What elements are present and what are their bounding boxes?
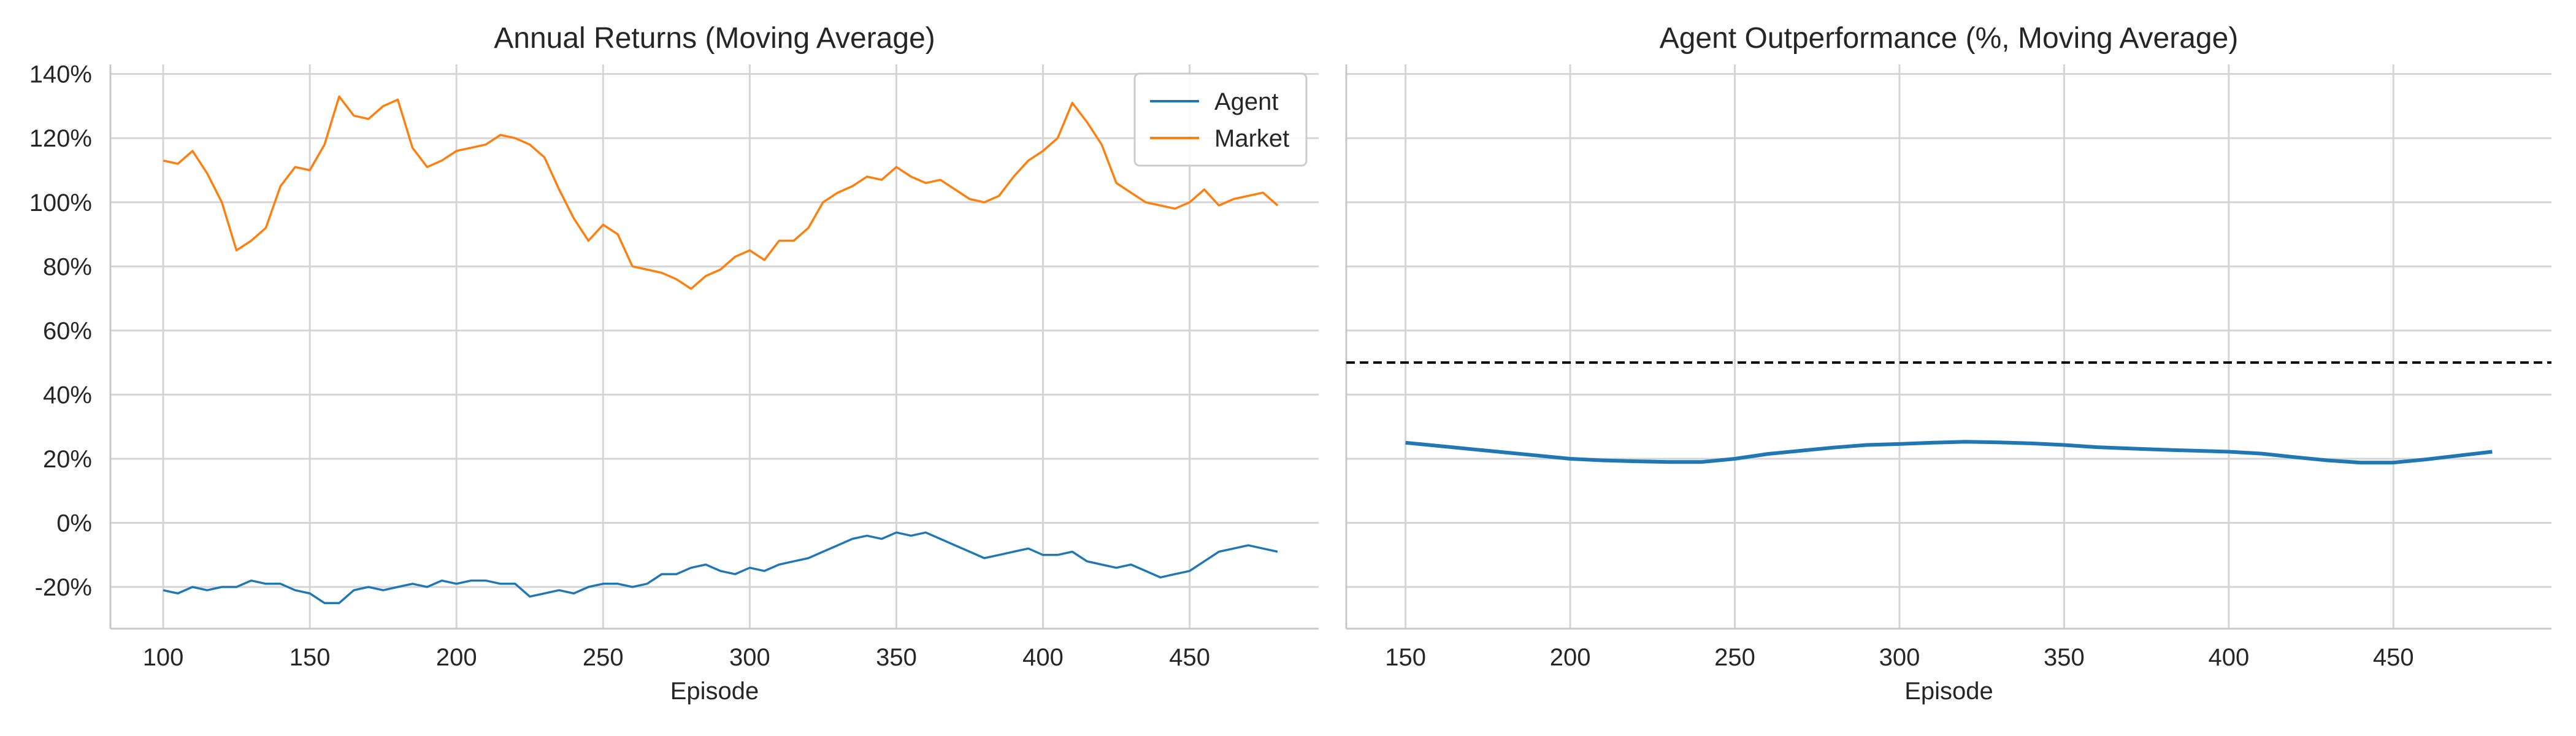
left-xtick-label: 350 bbox=[876, 644, 917, 671]
returns-chart-yticks: -20% 0% 20% 40% 60% 80% 100% 120% 140% bbox=[29, 61, 92, 601]
left-ytick-label: 140% bbox=[29, 61, 92, 88]
left-ytick-label: 100% bbox=[29, 190, 92, 217]
returns-chart-panel: -20% 0% 20% 40% 60% 80% 100% 120% 140% 100 150 200… bbox=[29, 22, 1319, 705]
left-xtick-label: 100 bbox=[143, 644, 184, 671]
returns-chart-xticks: 100 150 200 250 300 350 400 450 bbox=[143, 644, 1210, 671]
returns-chart-legend: Agent Market bbox=[1133, 72, 1308, 167]
outperformance-chart-panel: 150 200 250 300 350 400 450 Agent Outperforman… bbox=[1345, 22, 2551, 705]
left-ytick-label: 120% bbox=[29, 125, 92, 152]
right-xtick-label: 350 bbox=[2044, 644, 2085, 671]
right-xtick-label: 250 bbox=[1714, 644, 1755, 671]
left-series-line-market bbox=[163, 95, 1279, 290]
outperformance-chart-grid bbox=[1346, 64, 2551, 629]
left-xtick-label: 200 bbox=[436, 644, 477, 671]
outperformance-chart-xticks: 150 200 250 300 350 400 450 bbox=[1385, 644, 2413, 671]
right-xtick-label: 300 bbox=[1879, 644, 1920, 671]
left-ytick-label: 0% bbox=[56, 510, 92, 537]
left-xtick-label: 250 bbox=[583, 644, 624, 671]
left-xtick-label: 450 bbox=[1169, 644, 1210, 671]
returns-chart-title: Annual Returns (Moving Average) bbox=[494, 22, 935, 55]
legend-label-market: Market bbox=[1214, 125, 1289, 152]
left-ytick-label: 80% bbox=[43, 253, 92, 280]
returns-chart-series bbox=[163, 95, 1279, 604]
right-series-line-0 bbox=[1405, 440, 2493, 465]
legend-label-agent: Agent bbox=[1214, 88, 1279, 115]
returns-chart-xlabel: Episode bbox=[670, 678, 759, 705]
outperformance-chart-series bbox=[1405, 440, 2493, 465]
outperformance-chart-xlabel: Episode bbox=[1904, 678, 1993, 705]
left-ytick-label: 60% bbox=[43, 318, 92, 345]
left-xtick-label: 150 bbox=[289, 644, 331, 671]
right-xtick-label: 400 bbox=[2208, 644, 2249, 671]
right-xtick-label: 450 bbox=[2373, 644, 2414, 671]
left-ytick-label: 20% bbox=[43, 446, 92, 473]
legend-frame bbox=[1133, 72, 1308, 167]
left-ytick-label: 40% bbox=[43, 381, 92, 408]
right-xtick-label: 200 bbox=[1550, 644, 1591, 671]
outperformance-chart-title: Agent Outperformance (%, Moving Average) bbox=[1660, 22, 2239, 55]
right-xtick-label: 150 bbox=[1385, 644, 1426, 671]
returns-chart-grid bbox=[110, 64, 1319, 629]
left-xtick-label: 300 bbox=[729, 644, 770, 671]
left-xtick-label: 400 bbox=[1022, 644, 1064, 671]
left-series-line-agent bbox=[163, 531, 1278, 604]
left-ytick-label: -20% bbox=[35, 574, 92, 601]
